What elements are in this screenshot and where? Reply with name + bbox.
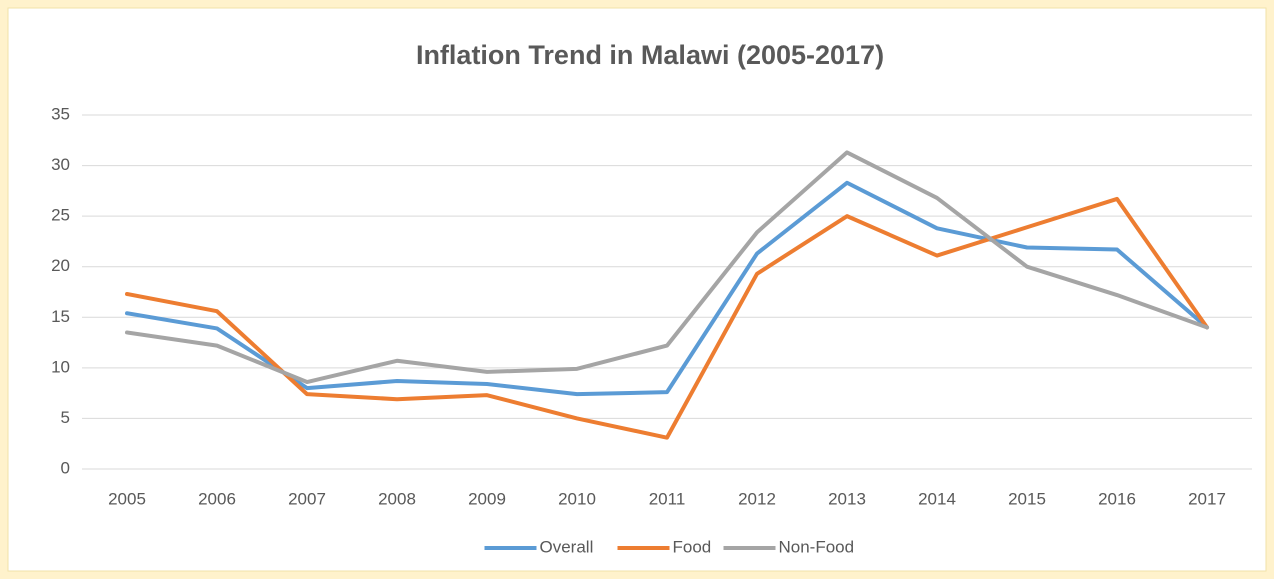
legend-label: Overall <box>540 537 594 556</box>
legend-label: Non-Food <box>779 537 855 556</box>
chart-title: Inflation Trend in Malawi (2005-2017) <box>416 40 884 70</box>
x-tick-label: 2011 <box>649 489 686 508</box>
line-series <box>125 180 1209 397</box>
x-tick-label: 2008 <box>378 489 416 508</box>
x-tick-label: 2010 <box>558 489 596 508</box>
x-tick-label: 2013 <box>828 489 866 508</box>
line-series <box>125 196 1209 440</box>
x-tick-label: 2017 <box>1188 489 1226 508</box>
x-tick-label: 2006 <box>198 489 236 508</box>
legend-label: Food <box>673 537 712 556</box>
y-tick-label: 20 <box>51 256 70 275</box>
y-tick-label: 15 <box>51 307 70 326</box>
line-series <box>125 150 1209 385</box>
x-tick-label: 2014 <box>918 489 956 508</box>
x-tick-label: 2005 <box>108 489 146 508</box>
x-tick-label: 2012 <box>738 489 776 508</box>
x-tick-label: 2009 <box>468 489 506 508</box>
y-tick-label: 0 <box>61 458 70 477</box>
y-tick-label: 5 <box>61 408 70 427</box>
y-tick-label: 10 <box>51 357 70 376</box>
x-tick-label: 2015 <box>1008 489 1046 508</box>
y-tick-label: 35 <box>51 104 70 123</box>
x-tick-label: 2007 <box>288 489 326 508</box>
y-tick-label: 30 <box>51 155 70 174</box>
y-tick-label: 25 <box>51 206 70 225</box>
chart-area <box>7 7 1267 572</box>
x-tick-label: 2016 <box>1098 489 1136 508</box>
